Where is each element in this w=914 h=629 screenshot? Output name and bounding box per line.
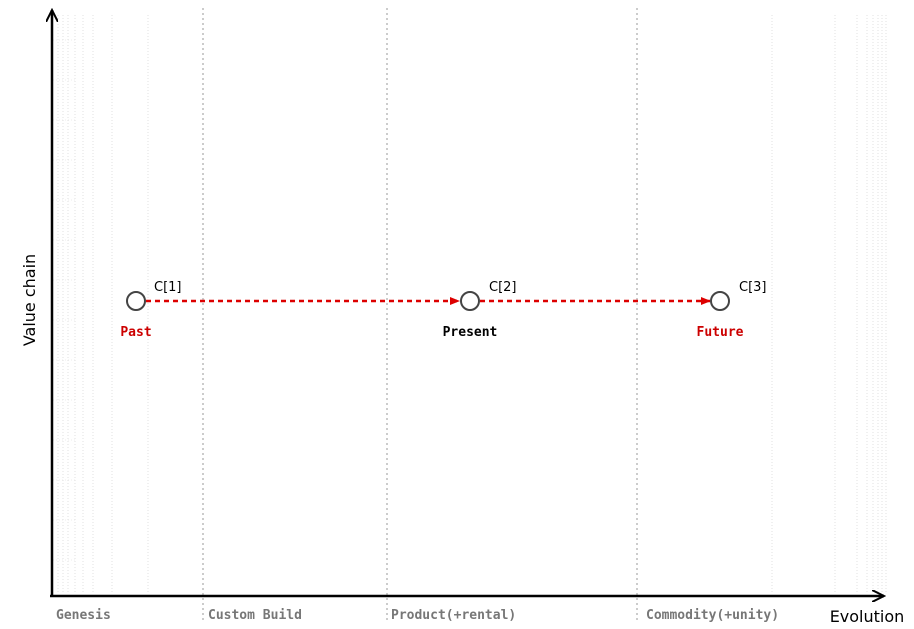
component-c3-name: C[3] <box>739 280 767 295</box>
component-c3[interactable]: C[3] Future <box>697 280 767 340</box>
y-axis-label: Value chain <box>20 254 39 346</box>
stage-dividers <box>202 8 638 622</box>
component-c2[interactable]: C[2] Present <box>443 280 517 340</box>
component-c2-node[interactable] <box>460 291 480 311</box>
component-c3-tag: Future <box>697 325 744 340</box>
stage-label-product: Product(+rental) <box>391 608 516 623</box>
component-c1[interactable]: C[1] Past <box>120 280 181 340</box>
component-c1-node[interactable] <box>126 291 146 311</box>
component-c3-node[interactable] <box>710 291 730 311</box>
component-c2-tag: Present <box>443 325 498 340</box>
component-c1-tag: Past <box>120 325 151 340</box>
background-grid <box>57 15 887 593</box>
component-c2-name: C[2] <box>489 280 517 295</box>
component-c1-name: C[1] <box>154 280 182 295</box>
grid-texture <box>53 39 75 561</box>
stage-label-custom-build: Custom Build <box>208 608 302 623</box>
stage-label-commodity: Commodity(+unity) <box>646 608 779 623</box>
stage-label-genesis: Genesis <box>56 608 111 623</box>
x-axis-label: Evolution <box>830 607 905 626</box>
